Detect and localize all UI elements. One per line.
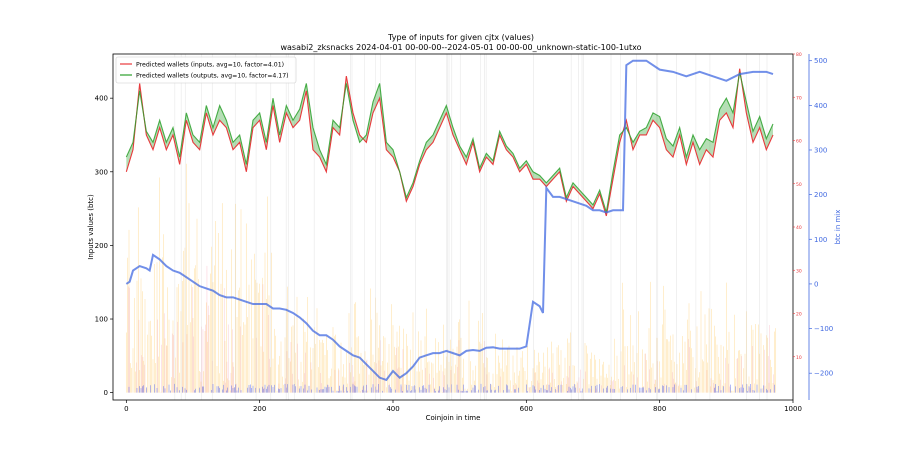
- plot-frame: [112, 53, 794, 401]
- legend-label-outputs: Predicted wallets (outputs, avg=10, fact…: [136, 73, 289, 80]
- x-tick-label: 600: [520, 405, 533, 413]
- legend-box: [115, 56, 297, 84]
- x-tick-label: 400: [386, 405, 399, 413]
- y-mid-tick-label: 10: [796, 355, 802, 361]
- y-axis-right-label: btc in mix: [834, 210, 842, 245]
- y-left-tick-label: 0: [104, 389, 108, 397]
- between-series-fill: [126, 68, 774, 216]
- y-right-tick-label: 100: [814, 236, 827, 244]
- difference-fill: [126, 68, 774, 216]
- y-mid-tick-label: 20: [796, 312, 802, 318]
- y-right-tick-label: 500: [814, 57, 827, 65]
- series-line-inputs: [125, 68, 774, 217]
- y-right-tick-label: 0: [814, 280, 818, 288]
- y-right-tick-label: −200: [814, 370, 833, 378]
- y-right-tick-label: 400: [814, 102, 827, 110]
- x-tick-label: 1000: [784, 405, 802, 413]
- y-axis-left: 0 100 200 300 400: [95, 95, 113, 397]
- y-axis-left-label: Inputs values (btc): [87, 194, 95, 260]
- y-mid-tick-label: 30: [796, 268, 802, 274]
- y-left-tick-label: 200: [95, 242, 108, 250]
- y-left-tick-label: 400: [95, 95, 108, 103]
- y-mid-tick-label: 50: [796, 182, 802, 188]
- vertical-gridlines: [174, 54, 768, 400]
- y-axis-right: −200 −100 0 100 200 300 400 500: [809, 57, 833, 378]
- y-left-tick-label: 100: [95, 316, 108, 324]
- y-right-tick-label: −100: [814, 325, 833, 333]
- y-mid-tick-label: 70: [796, 95, 802, 101]
- y-mid-tick-label: 60: [796, 139, 802, 145]
- y-axis-mid: 10 20 30 40 50 60 70 80: [793, 52, 802, 361]
- x-tick-label: 800: [653, 405, 666, 413]
- series-line-outputs: [125, 72, 774, 213]
- x-tick-label: 200: [253, 405, 266, 413]
- input-bars: [125, 163, 777, 393]
- y-mid-tick-label: 80: [796, 52, 802, 58]
- y-right-tick-label: 200: [814, 191, 827, 199]
- y-mid-tick-label: 40: [796, 225, 802, 231]
- series-line-btc-in-mix: [125, 59, 774, 382]
- y-left-tick-label: 300: [95, 168, 108, 176]
- chart-title: Type of inputs for given cjtx (values): [387, 33, 534, 42]
- legend: Predicted wallets (inputs, avg=10, facto…: [115, 56, 297, 84]
- chart-subtitle: wasabi2_zksnacks 2024-04-01 00-00-00--20…: [280, 43, 641, 52]
- x-axis: 0 200 400 600 800 1000: [124, 400, 802, 413]
- x-axis-label: Coinjoin in time: [426, 414, 481, 422]
- y-right-tick-label: 300: [814, 146, 827, 154]
- x-tick-label: 0: [124, 405, 128, 413]
- legend-label-inputs: Predicted wallets (inputs, avg=10, facto…: [136, 62, 284, 69]
- series-lines: [125, 59, 774, 382]
